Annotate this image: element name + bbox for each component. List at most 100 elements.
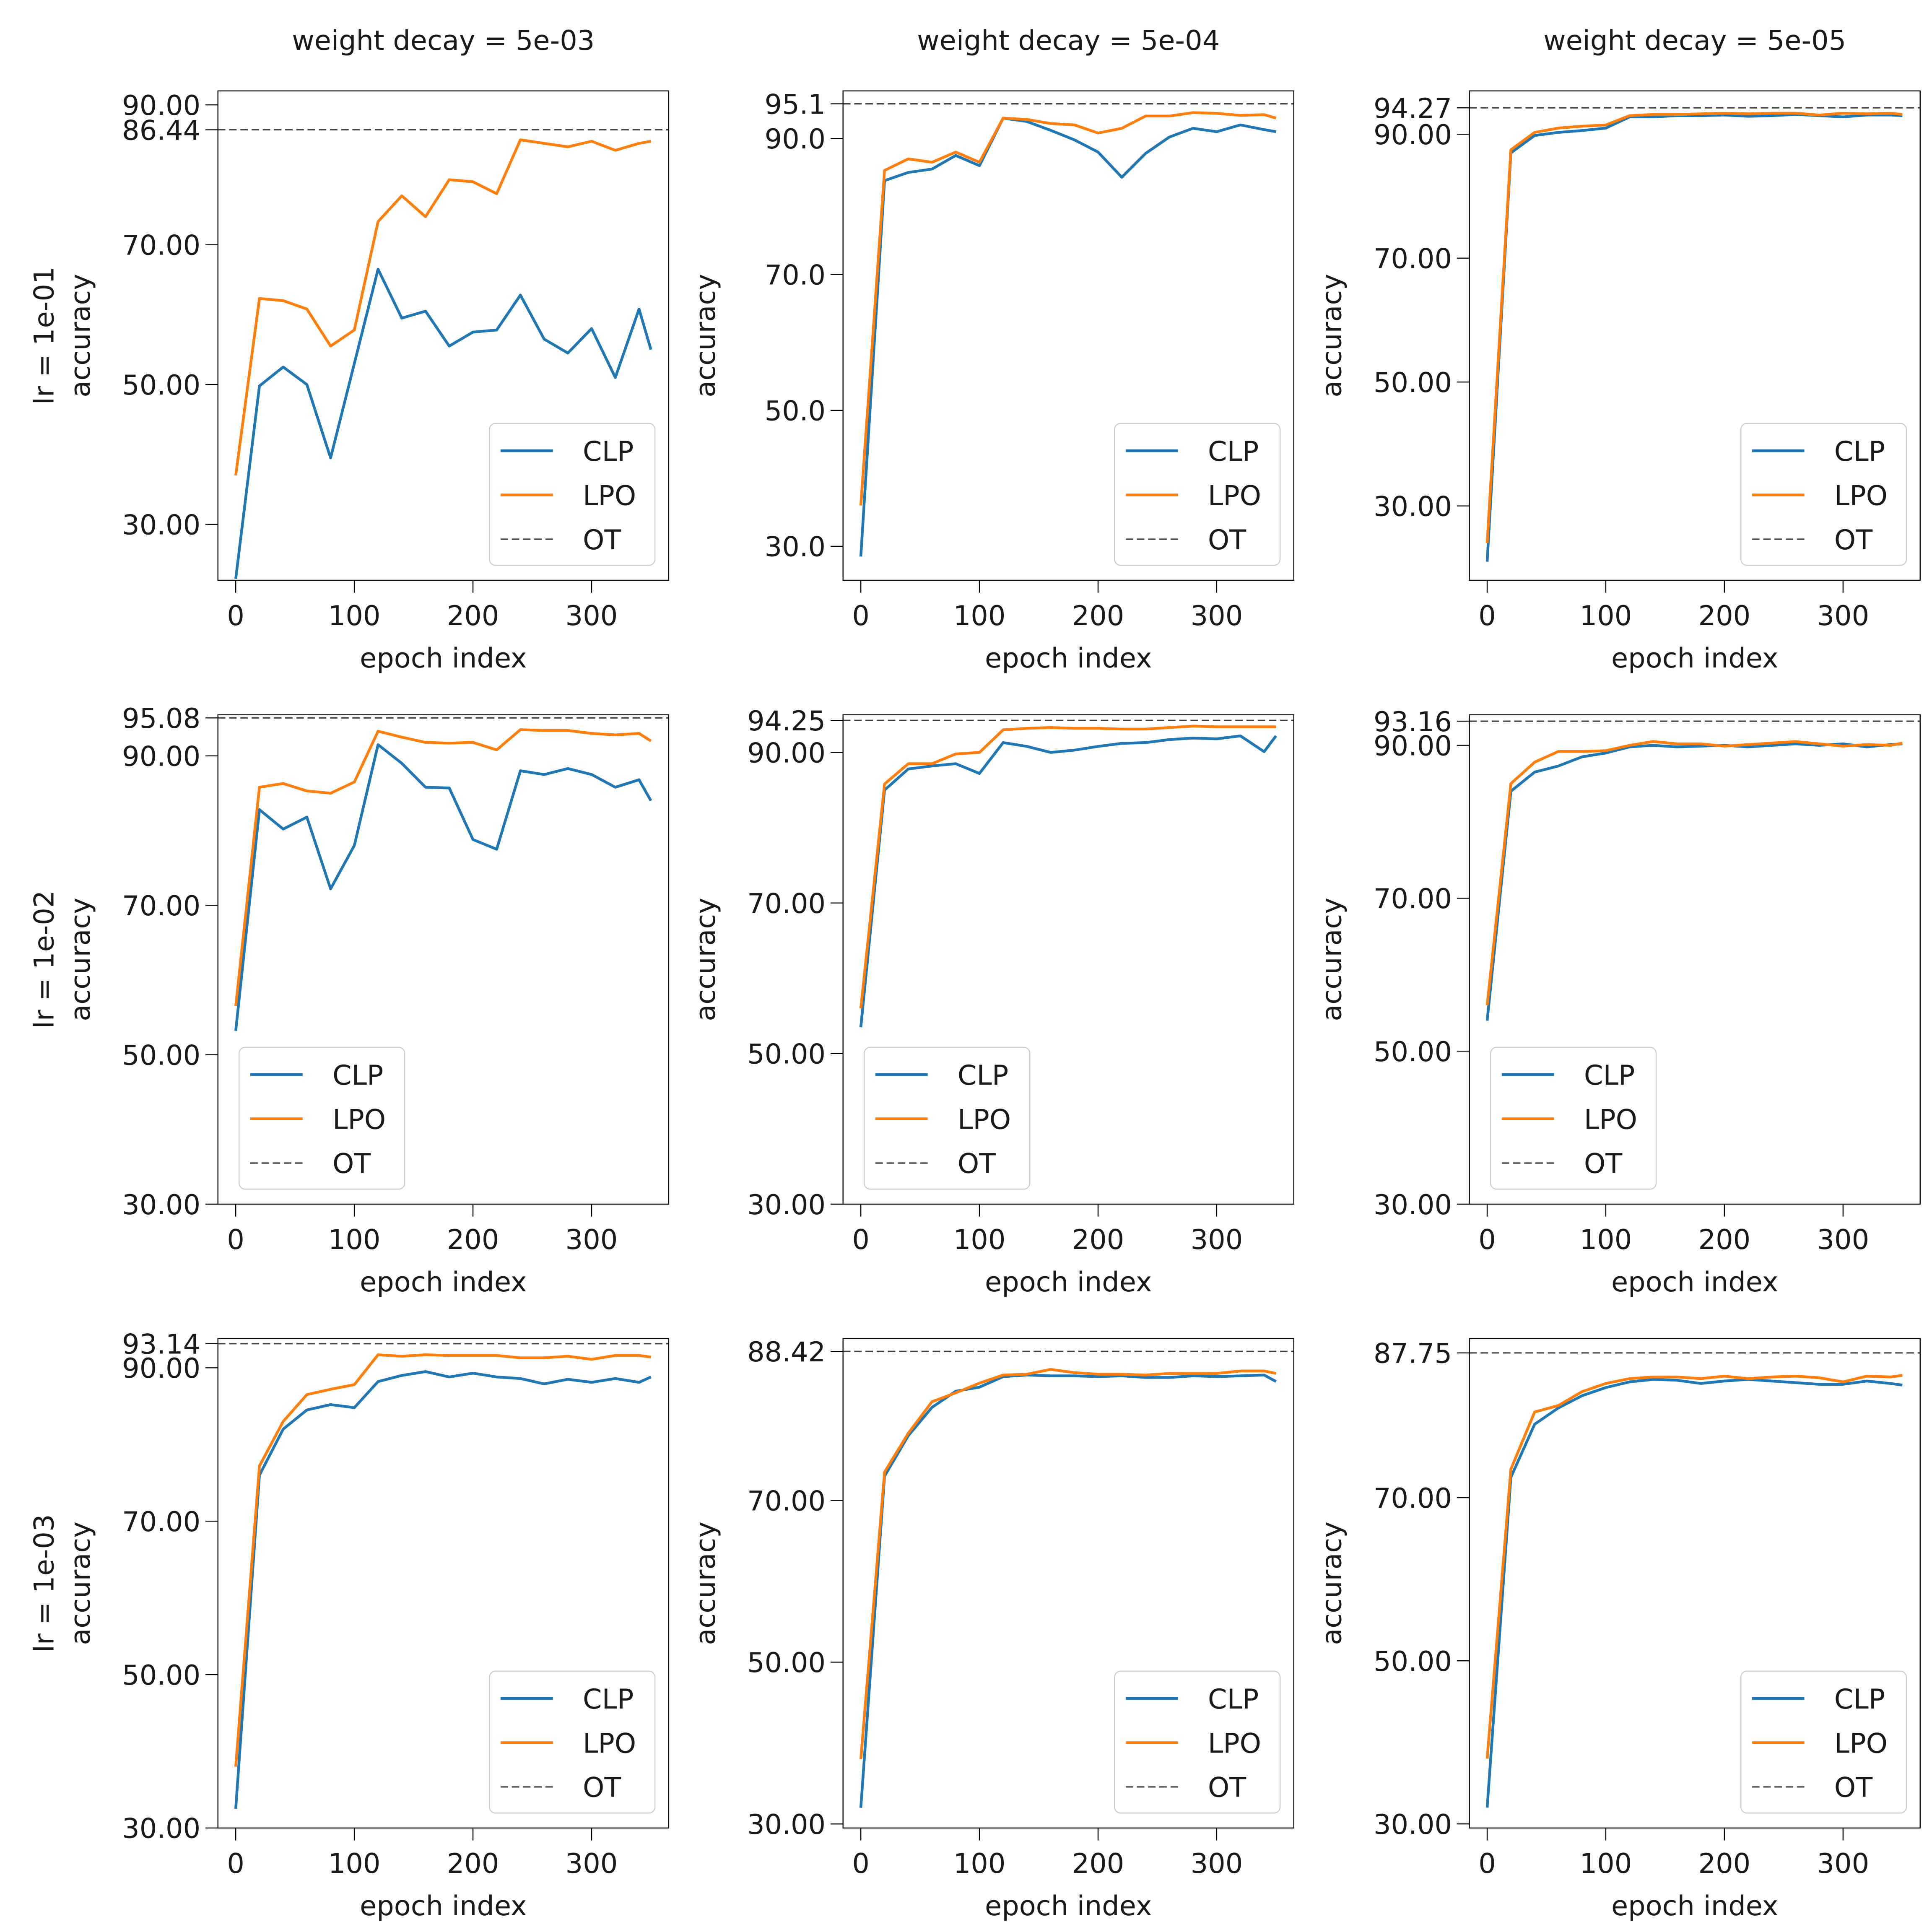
row-label: lr = 1e-02 [29,891,60,1029]
x-tick-label: 300 [1191,600,1243,632]
legend-label-ot: OT [958,1148,996,1180]
legend-label-ot: OT [583,524,621,556]
y-tick-label: 90.00 [1374,119,1452,151]
x-tick-label: 200 [1072,600,1124,632]
y-axis-label: accuracy [1316,1522,1348,1645]
x-tick-label: 300 [1191,1848,1243,1880]
y-tick-label: 90.00 [747,737,826,769]
y-axis-label: accuracy [65,1522,96,1645]
x-tick-label: 0 [227,1848,244,1880]
y-axis-label: accuracy [65,274,96,397]
x-tick-label: 0 [227,1224,244,1256]
x-tick-label: 300 [1817,1224,1869,1256]
y-tick-label: 70.00 [1374,1483,1452,1514]
y-tick-label: 95.08 [122,703,200,735]
y-tick-label: 50.00 [1374,1036,1452,1068]
x-axis-label: epoch index [985,1266,1152,1298]
x-tick-label: 300 [566,600,618,632]
x-tick-label: 200 [1698,600,1751,632]
legend-box [239,1046,405,1190]
x-tick-label: 0 [852,1848,870,1880]
legend-box [1740,423,1907,566]
lpo-series-line [234,728,652,1007]
y-tick-label: 70.00 [1374,243,1452,275]
legend-box [1740,1670,1907,1814]
legend-label-lpo: LPO [1208,1727,1261,1759]
y-tick-label: 50.00 [747,1647,826,1679]
x-tick-label: 0 [1478,600,1496,632]
column-title: weight decay = 5e-03 [292,25,595,57]
y-tick-label: 70.0 [765,259,826,291]
x-tick-label: 300 [1817,600,1869,632]
y-axis-label: accuracy [690,274,722,397]
legend: CLP LPO OT [1114,423,1281,566]
legend-label-clp: CLP [1584,1059,1635,1091]
clp-series-line [1485,742,1903,1021]
lpo-series-line [1485,112,1903,543]
legend-label-lpo: LPO [1834,480,1888,512]
axes-frame [1469,714,1921,1205]
legend-box [1114,423,1281,566]
legend-label-ot: OT [332,1148,371,1180]
x-tick-label: 0 [852,1224,870,1256]
legend-label-lpo: LPO [583,480,636,512]
legend-label-clp: CLP [958,1059,1008,1091]
y-axis-label: accuracy [65,898,96,1021]
y-tick-label: 50.00 [122,369,200,401]
axes-frame [842,1338,1295,1829]
x-tick-label: 300 [1191,1224,1243,1256]
x-tick-label: 100 [953,600,1006,632]
x-tick-label: 100 [328,1224,381,1256]
lpo-series-line [1485,740,1903,1006]
y-tick-label: 90.0 [765,123,826,155]
legend-box [489,423,656,566]
y-tick-label: 94.25 [747,705,826,737]
legend: CLP LPO OT [1740,1670,1907,1814]
y-tick-label: 50.00 [122,1039,200,1071]
x-tick-label: 0 [1478,1224,1496,1256]
legend-label-ot: OT [1584,1148,1623,1180]
legend-box [489,1670,656,1814]
y-tick-label: 70.00 [122,890,200,922]
x-tick-label: 100 [1580,600,1632,632]
y-tick-label: 30.00 [747,1189,826,1221]
axes-frame [217,90,670,581]
x-tick-label: 200 [1698,1224,1751,1256]
axes-frame [217,714,670,1205]
y-tick-label: 70.00 [122,1506,200,1538]
x-tick-label: 0 [227,600,244,632]
y-axis-label: accuracy [690,1522,722,1645]
y-tick-label: 30.00 [1374,1809,1452,1841]
subplot-3-3: 0 100 200 300 30.00 50.00 70.00 87.75 epoch inde… [1316,1338,1921,1922]
y-axis-label: accuracy [690,898,722,1021]
lpo-series-line [859,111,1277,506]
y-tick-label: 86.44 [122,114,200,146]
y-tick-label: 70.00 [747,1485,826,1517]
y-tick-label: 50.00 [747,1039,826,1070]
lpo-series-line [859,1368,1277,1760]
y-tick-label: 87.75 [1374,1338,1452,1370]
legend-label-ot: OT [583,1772,621,1804]
legend-label-ot: OT [1834,524,1873,556]
x-tick-label: 0 [852,600,870,632]
x-tick-label: 100 [953,1224,1006,1256]
lpo-series-line [234,138,652,476]
legend: CLP LPO OT [1740,423,1907,566]
y-tick-label: 30.00 [122,509,200,541]
x-axis-label: epoch index [360,642,527,674]
x-axis-label: epoch index [360,1266,527,1298]
x-axis-label: epoch index [985,642,1152,674]
y-tick-label: 90.00 [122,1353,200,1384]
x-tick-label: 100 [328,1848,381,1880]
clp-series-line [859,1374,1277,1808]
axes-frame [1469,90,1921,581]
clp-series-line [234,267,652,579]
legend: CLP LPO OT [489,423,656,566]
axes-frame [842,714,1295,1205]
legend-label-clp: CLP [1208,1683,1259,1715]
legend-label-ot: OT [1208,524,1246,556]
